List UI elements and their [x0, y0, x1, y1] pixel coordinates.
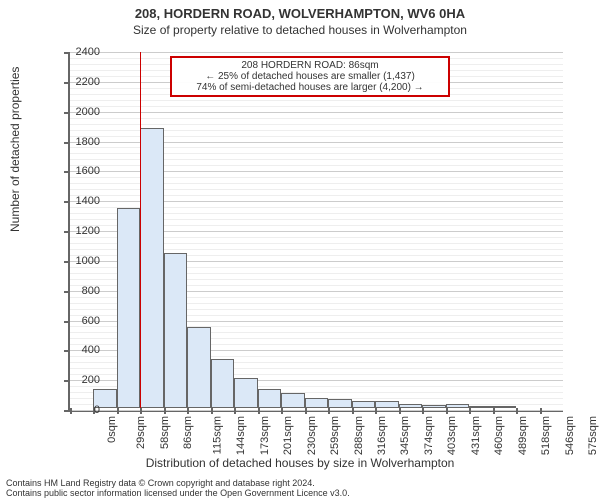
grid-major	[70, 410, 563, 411]
x-tick-mark	[399, 408, 401, 414]
x-tick-mark	[164, 408, 166, 414]
x-tick-label: 201sqm	[282, 416, 294, 455]
chart-container: { "title_main": "208, HORDERN ROAD, WOLV…	[0, 0, 600, 500]
histogram-bar	[140, 128, 163, 408]
y-tick-label: 2400	[60, 46, 100, 58]
x-tick-mark	[140, 408, 142, 414]
x-tick-label: 431sqm	[470, 416, 482, 455]
x-tick-label: 144sqm	[235, 416, 247, 455]
annotation-line2: ← 25% of detached houses are smaller (1,…	[176, 71, 444, 82]
y-tick-label: 2200	[60, 76, 100, 88]
histogram-bar	[234, 378, 257, 408]
x-tick-label: 403sqm	[447, 416, 459, 455]
x-tick-mark	[493, 408, 495, 414]
x-tick-label: 316sqm	[376, 416, 388, 455]
footer-line-1: Contains HM Land Registry data © Crown c…	[6, 478, 350, 488]
histogram-bar	[328, 399, 351, 408]
x-tick-label: 345sqm	[400, 416, 412, 455]
x-tick-label: 259sqm	[329, 416, 341, 455]
y-tick-label: 2000	[60, 106, 100, 118]
grid-minor	[70, 118, 563, 119]
y-tick-label: 400	[60, 344, 100, 356]
y-axis-label: Number of detached properties	[8, 67, 22, 232]
y-tick-label: 0	[60, 404, 100, 416]
x-tick-label: 230sqm	[306, 416, 318, 455]
x-tick-mark	[234, 408, 236, 414]
y-tick-label: 1800	[60, 136, 100, 148]
y-tick-label: 1000	[60, 255, 100, 267]
x-tick-mark	[305, 408, 307, 414]
y-tick-label: 1200	[60, 225, 100, 237]
title-sub: Size of property relative to detached ho…	[0, 21, 600, 37]
y-tick-label: 800	[60, 285, 100, 297]
x-tick-label: 460sqm	[493, 416, 505, 455]
x-tick-mark	[540, 408, 542, 414]
x-tick-mark	[375, 408, 377, 414]
x-tick-label: 29sqm	[135, 416, 147, 449]
x-tick-mark	[281, 408, 283, 414]
histogram-bar	[375, 401, 398, 408]
histogram-bar	[258, 389, 281, 408]
x-tick-mark	[446, 408, 448, 414]
x-tick-mark	[469, 408, 471, 414]
grid-minor	[70, 124, 563, 125]
x-tick-label: 115sqm	[211, 416, 223, 454]
y-tick-label: 600	[60, 315, 100, 327]
x-tick-label: 86sqm	[182, 416, 194, 449]
x-axis-label: Distribution of detached houses by size …	[0, 456, 600, 470]
histogram-bar	[422, 405, 445, 408]
annotation-line1: 208 HORDERN ROAD: 86sqm	[176, 60, 444, 71]
annotation-box: 208 HORDERN ROAD: 86sqm← 25% of detached…	[170, 56, 450, 97]
x-tick-label: 575sqm	[587, 416, 599, 455]
histogram-bar	[493, 406, 516, 408]
histogram-bar	[399, 404, 422, 408]
histogram-bar	[187, 327, 210, 408]
histogram-bar	[469, 406, 492, 408]
x-tick-label: 0sqm	[106, 416, 118, 443]
histogram-bar	[281, 393, 304, 408]
x-tick-label: 518sqm	[540, 416, 552, 455]
x-tick-label: 489sqm	[517, 416, 529, 455]
histogram-bar	[352, 401, 375, 408]
y-tick-label: 1400	[60, 195, 100, 207]
grid-major	[70, 52, 563, 53]
grid-major	[70, 112, 563, 113]
chart-area: 208 HORDERN ROAD: 86sqm← 25% of detached…	[68, 52, 563, 412]
histogram-bar	[164, 253, 187, 408]
footer-attribution: Contains HM Land Registry data © Crown c…	[6, 478, 350, 498]
histogram-bar	[446, 404, 469, 408]
x-tick-mark	[328, 408, 330, 414]
footer-line-2: Contains public sector information licen…	[6, 488, 350, 498]
y-tick-label: 1600	[60, 165, 100, 177]
annotation-line3: 74% of semi-detached houses are larger (…	[176, 82, 444, 93]
x-tick-mark	[352, 408, 354, 414]
y-tick-label: 200	[60, 374, 100, 386]
grid-minor	[70, 106, 563, 107]
x-tick-label: 546sqm	[564, 416, 576, 455]
x-tick-mark	[117, 408, 119, 414]
x-tick-mark	[187, 408, 189, 414]
x-tick-mark	[258, 408, 260, 414]
x-tick-mark	[211, 408, 213, 414]
x-tick-label: 288sqm	[353, 416, 365, 455]
property-marker-line	[140, 52, 141, 408]
x-tick-mark	[516, 408, 518, 414]
plot-region: 208 HORDERN ROAD: 86sqm← 25% of detached…	[68, 52, 563, 412]
x-tick-label: 58sqm	[159, 416, 171, 449]
grid-minor	[70, 100, 563, 101]
histogram-bar	[117, 208, 140, 408]
x-tick-label: 374sqm	[423, 416, 435, 455]
x-tick-mark	[422, 408, 424, 414]
x-tick-label: 173sqm	[259, 416, 271, 455]
histogram-bar	[211, 359, 234, 408]
title-main: 208, HORDERN ROAD, WOLVERHAMPTON, WV6 0H…	[0, 0, 600, 21]
histogram-bar	[305, 398, 328, 408]
